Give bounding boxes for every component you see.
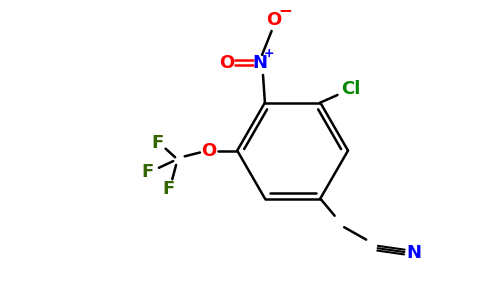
Text: N: N	[253, 53, 268, 71]
Text: F: F	[141, 163, 153, 181]
Text: −: −	[278, 1, 292, 19]
Text: F: F	[162, 180, 175, 198]
Text: O: O	[219, 53, 234, 71]
Text: O: O	[266, 11, 281, 28]
Text: O: O	[201, 142, 216, 160]
Text: Cl: Cl	[341, 80, 361, 98]
Text: F: F	[151, 134, 163, 152]
Text: N: N	[407, 244, 422, 262]
Text: +: +	[263, 47, 274, 60]
